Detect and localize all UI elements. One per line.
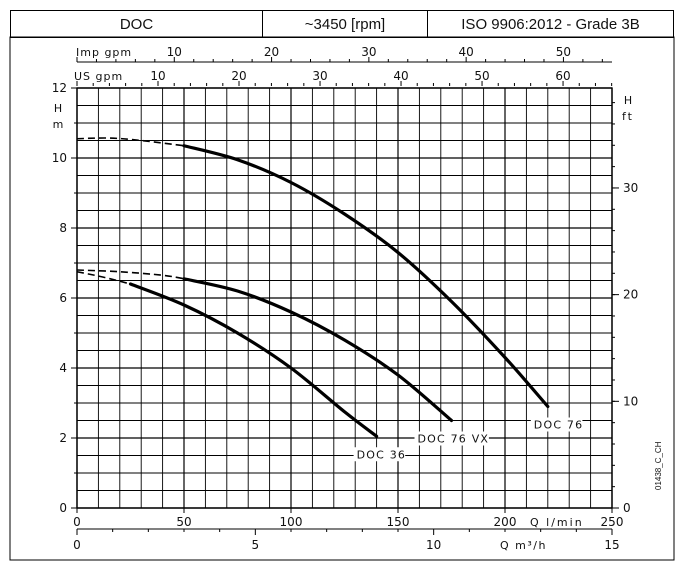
series-doc-76-dashed	[76, 137, 185, 147]
series-doc-76-vx-line	[182, 277, 454, 423]
x-us-tick-label: 40	[393, 69, 408, 83]
series-doc-36-label: DOC 36	[357, 448, 407, 461]
x-lmin-tick-label: 250	[601, 515, 624, 529]
y-right-tick-label: 30	[623, 181, 638, 195]
y-left-tick-label: 6	[59, 291, 67, 305]
x-imp-label: Imp gpm	[76, 46, 132, 59]
outer-frame	[9, 36, 675, 561]
x-lmin-tick-label: 50	[176, 515, 191, 529]
x-us-tick-label: 20	[231, 69, 246, 83]
y-left-tick-label: 4	[59, 361, 67, 375]
y-left-label-unit: m	[53, 118, 64, 131]
x-m3h-tick-label: 0	[73, 538, 81, 552]
x-m3h-tick-label: 5	[252, 538, 260, 552]
x-imp-tick-label: 50	[556, 45, 571, 59]
series-doc-76-label-bg	[530, 417, 583, 432]
series-doc-76-vx-label-bg	[414, 431, 489, 446]
series-doc-76-line	[182, 144, 550, 409]
series-doc-36-line	[128, 282, 379, 438]
x-lmin-tick-label: 0	[73, 515, 81, 529]
x-lmin-tick-label: 100	[280, 515, 303, 529]
series-doc-76-vx-label: DOC 76 VX	[418, 433, 490, 446]
x-imp-tick-label: 30	[361, 45, 376, 59]
y-right-label-unit: ft	[622, 110, 634, 123]
figure-code: 01438_C_CH	[654, 441, 663, 490]
y-right-label-h: H	[624, 94, 632, 107]
x-m3h-label: Q m³/h	[500, 539, 547, 552]
x-lmin-tick-label: 200	[494, 515, 517, 529]
y-right-tick-label: 20	[623, 288, 638, 302]
x-us-tick-label: 60	[555, 69, 570, 83]
x-us-tick-label: 30	[312, 69, 327, 83]
x-imp-tick-label: 40	[459, 45, 474, 59]
x-m3h-tick-label: 10	[426, 538, 441, 552]
series-doc-76-vx-dashed	[76, 269, 185, 280]
y-left-tick-label: 2	[59, 431, 67, 445]
x-m3h-tick-label: 15	[604, 538, 619, 552]
y-left-label-h: H	[54, 102, 62, 115]
series-doc-36-dashed	[76, 270, 131, 285]
series-doc-36-label-bg	[353, 447, 406, 462]
x-lmin-label: Q l/min	[530, 516, 584, 529]
y-right-tick-label: 10	[623, 394, 638, 408]
series-doc-76-label: DOC 76	[534, 419, 584, 432]
x-lmin-tick-label: 150	[387, 515, 410, 529]
y-right-tick-label: 0	[623, 501, 631, 515]
x-imp-tick-label: 20	[264, 45, 279, 59]
y-left-tick-label: 12	[52, 81, 67, 95]
x-us-tick-label: 10	[150, 69, 165, 83]
y-left-tick-label: 0	[59, 501, 67, 515]
x-imp-tick-label: 10	[167, 45, 182, 59]
x-us-label: US gpm	[74, 70, 123, 83]
y-left-tick-label: 10	[52, 151, 67, 165]
y-left-tick-label: 8	[59, 221, 67, 235]
x-us-tick-label: 50	[474, 69, 489, 83]
